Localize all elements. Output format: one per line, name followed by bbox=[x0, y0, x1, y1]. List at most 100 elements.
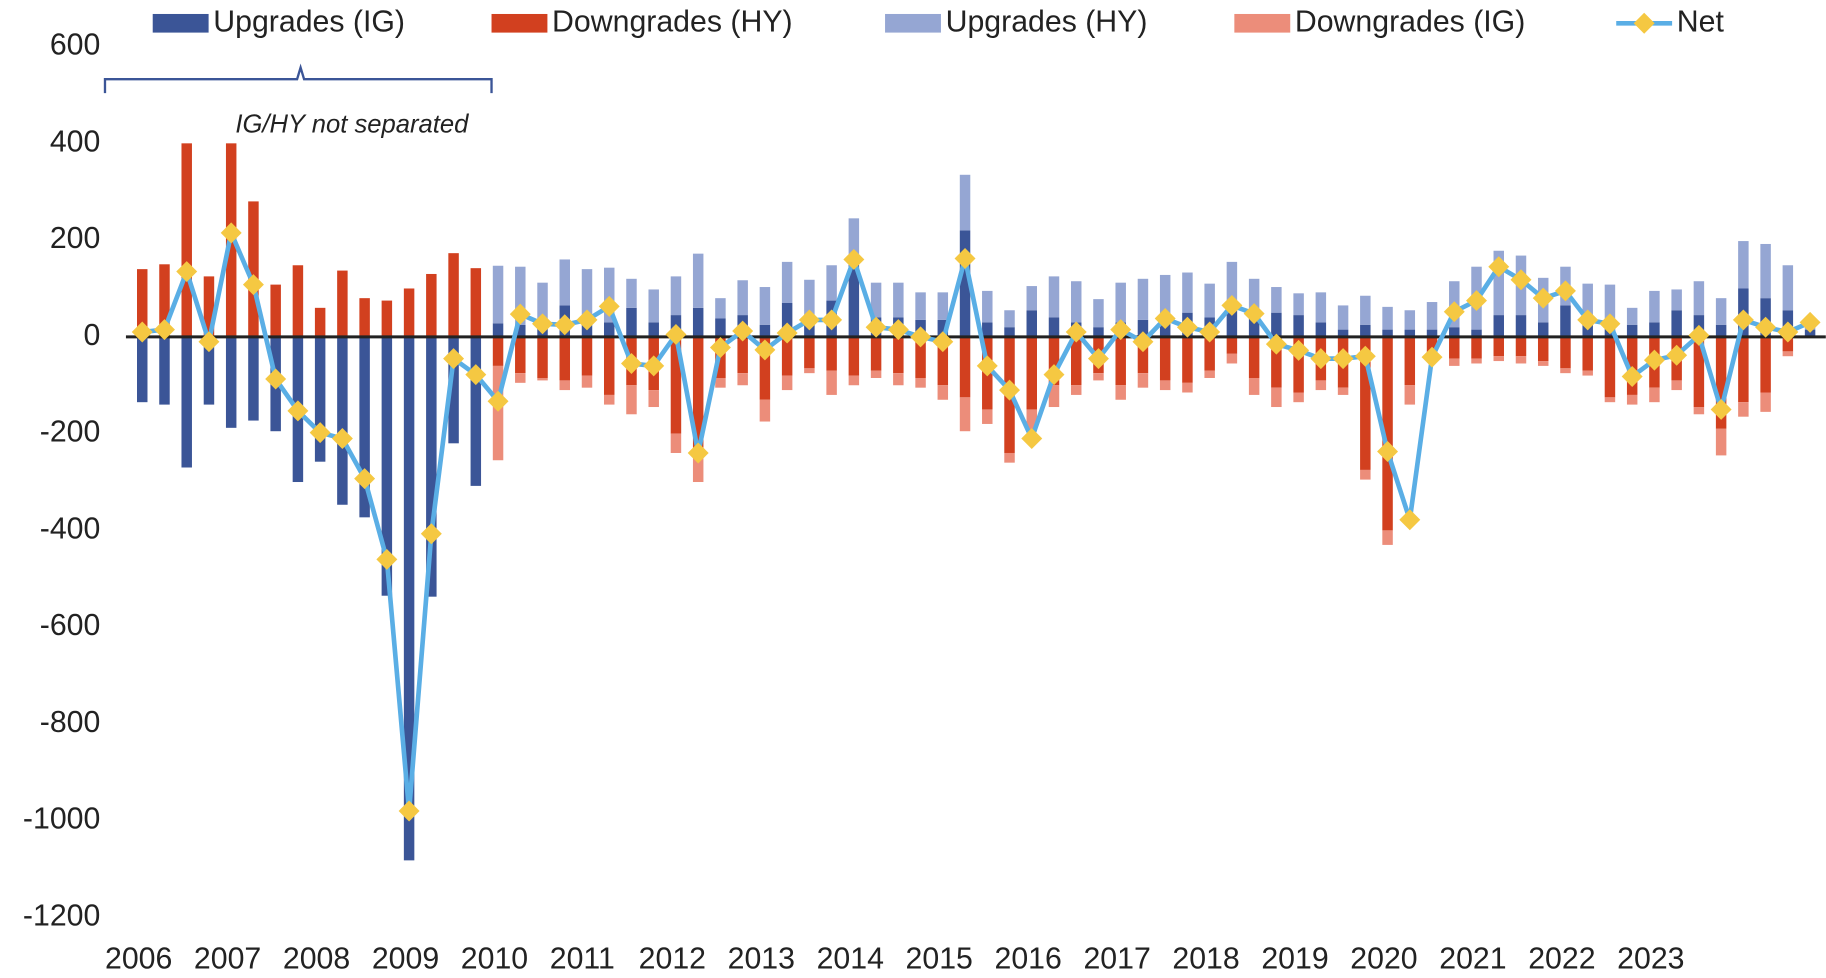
bar bbox=[381, 336, 393, 596]
bar bbox=[1404, 336, 1416, 386]
bar bbox=[359, 336, 370, 518]
bar bbox=[1693, 281, 1705, 316]
bar bbox=[870, 370, 882, 378]
x-tick-label: 2006 bbox=[105, 943, 172, 976]
bar bbox=[1115, 385, 1126, 400]
bar bbox=[492, 323, 504, 337]
x-tick-label: 2014 bbox=[817, 943, 884, 976]
bar bbox=[403, 336, 415, 861]
bar bbox=[1182, 382, 1193, 393]
bar bbox=[1315, 292, 1327, 323]
bar bbox=[1537, 322, 1549, 337]
bar bbox=[448, 253, 459, 337]
bar bbox=[1560, 305, 1571, 337]
net-marker bbox=[932, 331, 954, 353]
bar bbox=[1337, 305, 1349, 330]
bar bbox=[1004, 327, 1015, 337]
bar bbox=[826, 370, 837, 395]
bar bbox=[603, 336, 615, 395]
bar bbox=[1404, 310, 1416, 330]
net-marker bbox=[1021, 427, 1043, 449]
net-marker bbox=[465, 364, 487, 386]
bar bbox=[1449, 336, 1460, 359]
bar bbox=[1426, 329, 1438, 337]
bar bbox=[870, 282, 882, 318]
x-tick-label: 2012 bbox=[639, 943, 706, 976]
bar bbox=[1804, 329, 1816, 337]
net-marker bbox=[798, 309, 820, 331]
net-marker bbox=[1087, 348, 1109, 370]
x-tick-label: 2010 bbox=[461, 943, 528, 976]
bar bbox=[1715, 298, 1727, 325]
x-tick-label: 2015 bbox=[906, 943, 973, 976]
bar bbox=[1382, 329, 1393, 337]
bar bbox=[1159, 336, 1171, 381]
net-marker bbox=[1510, 269, 1532, 291]
bar bbox=[248, 336, 259, 421]
x-tick-label: 2019 bbox=[1261, 943, 1328, 976]
net-marker bbox=[821, 309, 843, 331]
legend-label: Downgrades (HY) bbox=[552, 5, 793, 38]
bar bbox=[759, 399, 771, 422]
net-marker bbox=[598, 295, 620, 317]
bar bbox=[1315, 380, 1327, 391]
net-marker bbox=[354, 468, 376, 490]
bar bbox=[1271, 336, 1282, 388]
bar bbox=[1204, 370, 1215, 378]
net-marker bbox=[999, 379, 1020, 401]
bar bbox=[426, 336, 437, 597]
net-marker bbox=[1488, 256, 1510, 278]
bar bbox=[470, 336, 482, 486]
bar bbox=[692, 307, 704, 337]
bar bbox=[1293, 293, 1304, 316]
y-tick-label: 0 bbox=[83, 319, 100, 352]
net-marker bbox=[1688, 324, 1710, 346]
net-marker bbox=[1799, 311, 1821, 333]
net-marker bbox=[1332, 348, 1354, 370]
bar bbox=[1115, 282, 1126, 323]
x-tick-label: 2022 bbox=[1528, 943, 1595, 976]
net-marker bbox=[754, 339, 776, 361]
bar bbox=[1137, 319, 1149, 337]
bar bbox=[603, 267, 615, 323]
bar bbox=[1760, 392, 1771, 412]
bar bbox=[626, 278, 637, 308]
bar bbox=[715, 298, 726, 319]
bar bbox=[1093, 373, 1104, 381]
bar bbox=[1115, 336, 1126, 386]
bar bbox=[581, 336, 593, 376]
bar bbox=[1204, 283, 1215, 318]
bar bbox=[203, 276, 215, 337]
bar bbox=[915, 292, 926, 320]
bar bbox=[181, 143, 192, 337]
bar bbox=[1182, 272, 1193, 313]
bar bbox=[1515, 356, 1527, 364]
bar bbox=[804, 336, 815, 369]
net-marker bbox=[1176, 316, 1198, 338]
bar bbox=[826, 265, 837, 301]
bar bbox=[1649, 290, 1660, 323]
net-marker bbox=[709, 337, 731, 358]
bar bbox=[870, 336, 882, 371]
bar bbox=[1182, 336, 1193, 383]
bar bbox=[1582, 283, 1593, 323]
bar bbox=[1026, 310, 1037, 337]
bar bbox=[1537, 361, 1549, 366]
legend-label: Net bbox=[1677, 5, 1725, 38]
net-marker bbox=[532, 313, 554, 335]
bar bbox=[492, 365, 504, 461]
bar bbox=[1738, 336, 1749, 403]
net-marker bbox=[1310, 348, 1332, 370]
x-tick-label: 2009 bbox=[372, 943, 439, 976]
bar bbox=[959, 230, 971, 337]
bar bbox=[1515, 315, 1527, 337]
net-marker bbox=[1132, 331, 1154, 353]
bar bbox=[1693, 407, 1705, 415]
bar bbox=[1671, 310, 1682, 337]
legend-swatch bbox=[1234, 13, 1291, 33]
bar bbox=[515, 373, 526, 383]
x-tick-label: 2021 bbox=[1439, 943, 1506, 976]
bar bbox=[1337, 387, 1349, 395]
bar bbox=[1560, 336, 1571, 369]
bar bbox=[314, 307, 326, 337]
